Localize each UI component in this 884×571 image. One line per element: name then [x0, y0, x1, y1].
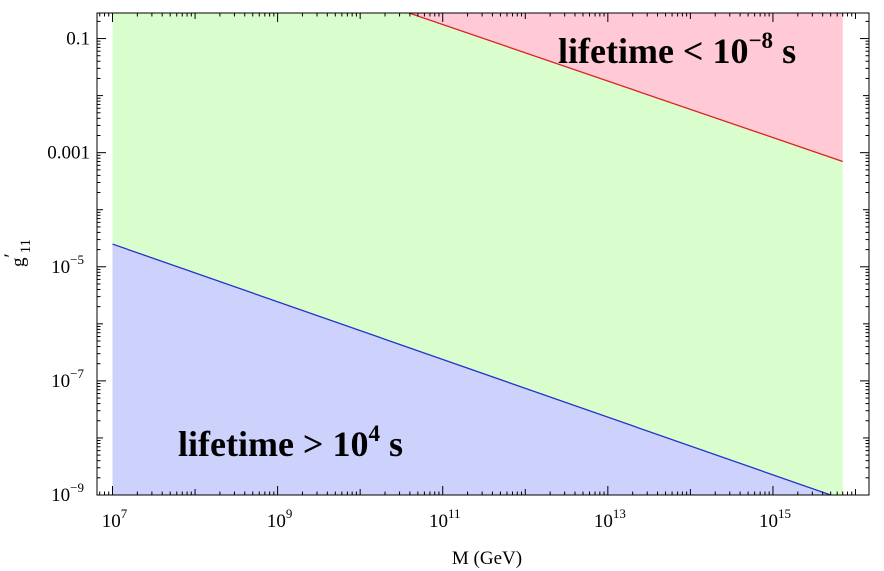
region-lower: [112, 244, 843, 495]
x-tick-label: 1013: [594, 506, 626, 532]
plot-border: [96, 12, 870, 496]
y-axis-label: g′11: [1, 239, 34, 267]
y-tick-label: 0.001: [47, 143, 90, 164]
ticks: [97, 13, 869, 496]
plot-frame: [96, 12, 870, 496]
y-tick-label: 10−5: [51, 252, 84, 278]
upper-region-label: lifetime < 10−8 s: [558, 28, 796, 71]
y-tick-label: 10−9: [51, 480, 84, 506]
upper-boundary-line: [406, 13, 843, 163]
x-tick-label: 1011: [429, 506, 461, 532]
y-tick-label: 0.1: [66, 29, 90, 50]
lower-region-label: lifetime > 104 s: [178, 421, 403, 464]
y-tick-label: 10−7: [51, 366, 84, 392]
x-tick-label: 109: [267, 506, 293, 532]
tick-labels: 107 109 1011 1013 1015 0.1 0.001 10−5 10−7 10−9: [47, 29, 791, 532]
lower-boundary-line: [112, 243, 833, 495]
x-axis-label: M (GeV): [452, 548, 522, 569]
series: [112, 13, 843, 495]
regions: [112, 13, 843, 495]
x-tick-label: 107: [102, 506, 128, 532]
region-upper: [112, 13, 843, 162]
x-tick-label: 1015: [759, 506, 791, 532]
